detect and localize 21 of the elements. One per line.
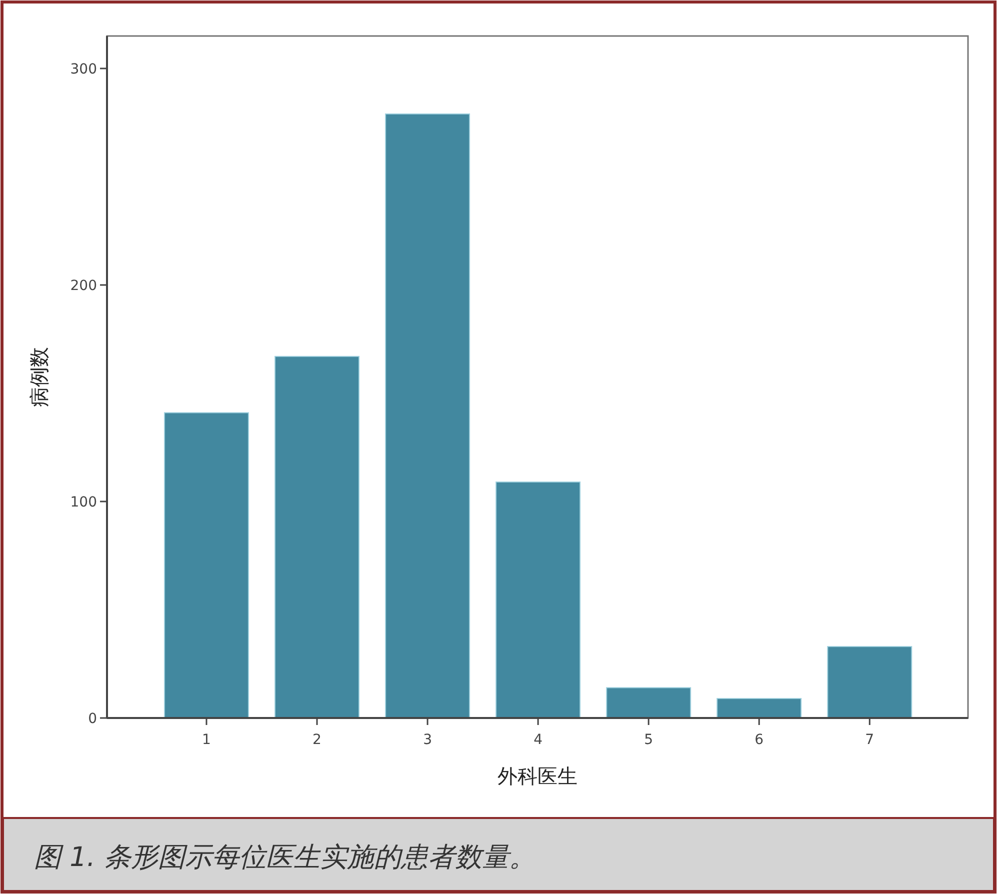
bar (496, 482, 581, 718)
bar (164, 412, 249, 718)
y-tick-label: 300 (70, 61, 97, 78)
bar (274, 356, 360, 718)
x-tick-label: 6 (754, 732, 764, 748)
bar (716, 698, 802, 718)
y-tick-label: 100 (70, 494, 97, 510)
y-axis-title: 病例数 (27, 347, 51, 407)
x-tick-label: 3 (423, 732, 432, 748)
caption: 图 1. 条形图示每位医生实施的患者数量。 (34, 842, 536, 873)
y-tick-label: 0 (88, 711, 97, 727)
x-axis-title: 外科医生 (498, 764, 578, 788)
x-tick-label: 5 (644, 732, 654, 748)
bar (827, 646, 912, 718)
x-tick-label: 1 (202, 732, 211, 748)
x-tick-label: 7 (865, 732, 874, 748)
x-tick-label: 2 (312, 732, 322, 748)
bar (606, 687, 692, 718)
x-tick-label: 4 (534, 732, 543, 748)
y-tick-label: 200 (70, 278, 97, 294)
bar (385, 113, 470, 718)
